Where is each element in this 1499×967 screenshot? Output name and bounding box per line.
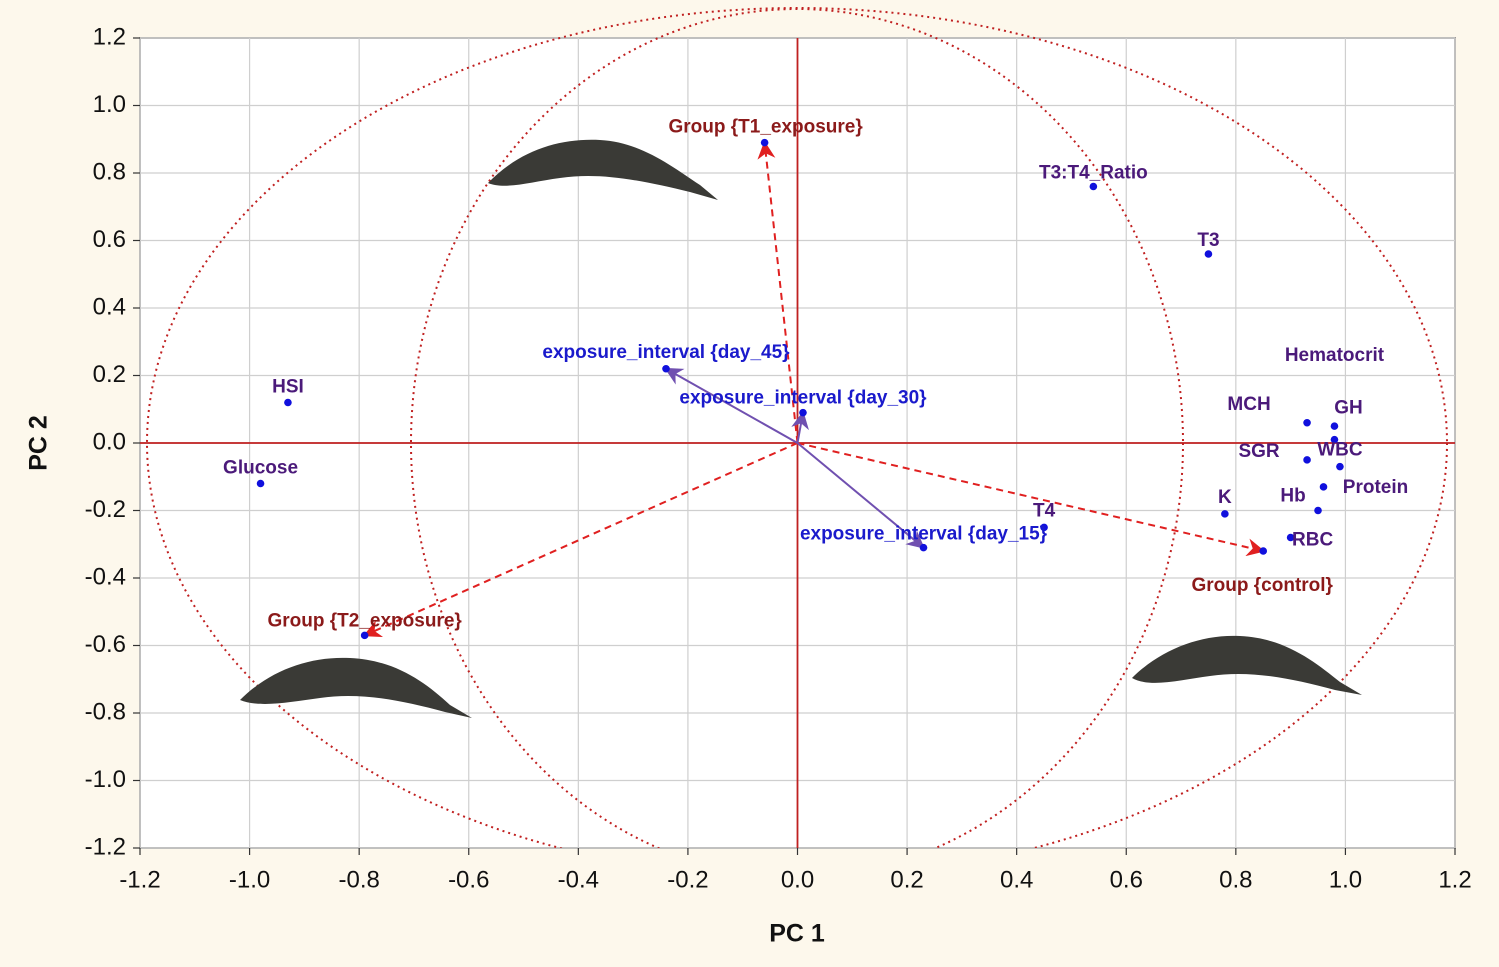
page: {"chart_data": { "type": "scatter", "x_l… bbox=[0, 0, 1499, 962]
point-label: MCH bbox=[1227, 394, 1270, 415]
point bbox=[761, 139, 769, 147]
x-tick-label: -0.4 bbox=[558, 866, 599, 893]
point bbox=[361, 632, 369, 640]
point-label: Protein bbox=[1343, 477, 1408, 498]
x-tick-label: -0.2 bbox=[667, 866, 708, 893]
y-tick-label: -0.2 bbox=[85, 496, 126, 523]
y-tick-label: -1.0 bbox=[85, 766, 126, 793]
x-tick-label: 1.2 bbox=[1438, 866, 1471, 893]
point-label: RBC bbox=[1292, 530, 1333, 551]
point bbox=[1303, 456, 1311, 464]
point-label: T3:T4_Ratio bbox=[1039, 163, 1148, 184]
y-tick-label: 0.6 bbox=[93, 226, 126, 253]
point-label: K bbox=[1218, 487, 1232, 508]
point bbox=[284, 399, 292, 407]
point-label: Group {T2_exposure} bbox=[268, 610, 463, 631]
point bbox=[1320, 483, 1328, 491]
x-tick-label: 0.8 bbox=[1219, 866, 1252, 893]
point bbox=[1259, 547, 1267, 555]
chart: PC 1 PC 2 -1.2 -1.0 -0.8 -0.6 -0.4 -0.2 0.0 0.2… bbox=[0, 0, 1499, 962]
x-tick-label: 0.6 bbox=[1110, 866, 1143, 893]
point-label: Glucose bbox=[223, 458, 298, 479]
x-tick-label: 0.2 bbox=[890, 866, 923, 893]
point-label: WBC bbox=[1317, 440, 1363, 461]
y-tick-label: 0.8 bbox=[93, 158, 126, 185]
point bbox=[1221, 510, 1229, 518]
y-tick-label: -0.8 bbox=[85, 698, 126, 725]
point-label: exposure_interval {day_30} bbox=[679, 388, 927, 409]
x-tick-label: 0.0 bbox=[781, 866, 814, 893]
point-label: T3 bbox=[1197, 230, 1219, 251]
x-tick-label: 1.0 bbox=[1329, 866, 1362, 893]
point-label: SGR bbox=[1238, 441, 1279, 462]
x-tick-label: 0.4 bbox=[1000, 866, 1033, 893]
point bbox=[920, 544, 928, 552]
point bbox=[1303, 419, 1311, 427]
x-tick-label: -0.6 bbox=[448, 866, 489, 893]
point bbox=[257, 480, 265, 488]
point-label: GH bbox=[1334, 398, 1363, 419]
point-label: HSI bbox=[272, 377, 304, 398]
point-label: exposure_interval {day_15} bbox=[800, 524, 1048, 545]
point bbox=[662, 365, 670, 373]
point-label: Group {control} bbox=[1192, 575, 1334, 596]
point bbox=[1090, 183, 1098, 191]
point bbox=[799, 409, 807, 417]
point bbox=[1314, 507, 1322, 515]
point bbox=[1336, 463, 1344, 471]
x-tick-label: -1.0 bbox=[229, 866, 270, 893]
y-tick-label: -0.6 bbox=[85, 631, 126, 658]
x-tick-label: -1.2 bbox=[119, 866, 160, 893]
x-tick-label: -0.8 bbox=[338, 866, 379, 893]
point-label: exposure_interval {day_45} bbox=[542, 342, 790, 363]
point-label: Hematocrit bbox=[1285, 345, 1385, 366]
y-tick-label: -1.2 bbox=[85, 833, 126, 860]
point-label: T4 bbox=[1033, 500, 1056, 521]
point-label: Hb bbox=[1280, 486, 1305, 507]
y-tick-label: 0.2 bbox=[93, 361, 126, 388]
y-tick-label: 1.2 bbox=[93, 23, 126, 50]
y-tick-label: 1.0 bbox=[93, 91, 126, 118]
point bbox=[1331, 422, 1339, 430]
y-tick-label: 0.0 bbox=[93, 428, 126, 455]
point-label: Group {T1_exposure} bbox=[668, 117, 863, 138]
y-tick-label: -0.4 bbox=[85, 563, 126, 590]
x-axis-title: PC 1 bbox=[769, 920, 825, 948]
y-axis-title: PC 2 bbox=[25, 415, 53, 471]
point bbox=[1205, 250, 1213, 258]
y-tick-label: 0.4 bbox=[93, 293, 126, 320]
